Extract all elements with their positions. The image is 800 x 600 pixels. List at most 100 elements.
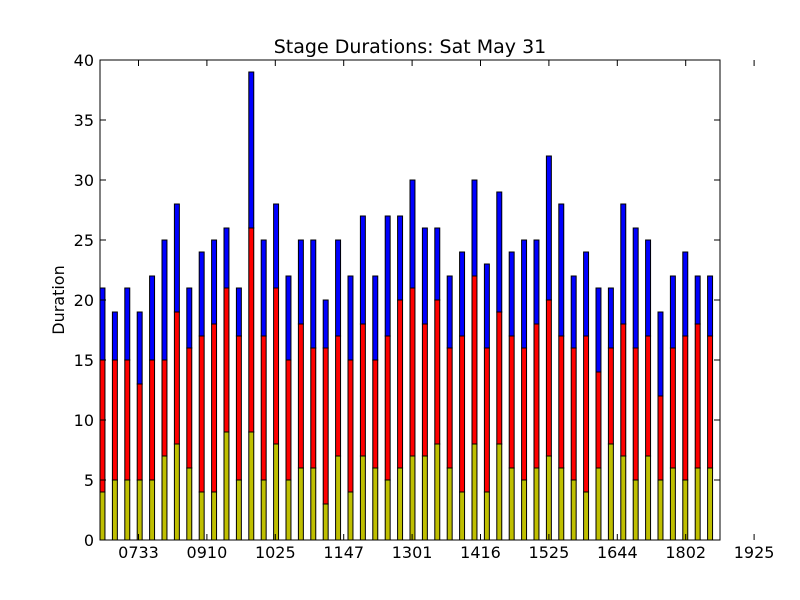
x-tick-label: 1416 [460,543,501,562]
y-tick-label: 15 [74,351,94,370]
bar-segment-23-stage-3 [372,275,379,361]
bar-segment-35-stage-1 [521,479,528,541]
bar-segment-30-stage-1 [459,491,466,541]
bar-segment-38-stage-3 [558,203,565,337]
bar-segment-17-stage-3 [297,239,304,325]
bar-segment-29-stage-3 [446,275,453,349]
bar-segment-16-stage-1 [285,479,292,541]
bar-segment-42-stage-3 [607,287,614,349]
bar-segment-39-stage-2 [570,347,577,481]
bar-segment-26-stage-3 [409,179,416,289]
bar-segment-8-stage-3 [186,287,193,349]
bar-segment-3-stage-3 [124,287,131,361]
bar-segment-15-stage-2 [273,287,280,445]
bar-segment-17-stage-2 [297,323,304,469]
bar-segment-46-stage-3 [657,311,664,397]
y-axis-label: Duration [49,265,68,335]
bar-segment-24-stage-1 [384,479,391,541]
bar-segment-33-stage-2 [496,311,503,445]
bar-segment-24-stage-3 [384,215,391,337]
bar-segment-4-stage-2 [136,383,143,481]
bar-segment-3-stage-2 [124,359,131,481]
bar-segment-45-stage-2 [645,335,652,457]
bar-segment-28-stage-3 [434,227,441,301]
bar-segment-11-stage-3 [223,227,230,289]
bar-segment-17-stage-1 [297,467,304,541]
bar-segment-32-stage-1 [483,491,490,541]
x-tick-label: 1925 [734,543,775,562]
bar-segment-49-stage-1 [694,467,701,541]
bar-segment-48-stage-3 [682,251,689,337]
y-tick-label: 25 [74,231,94,250]
bar-segment-8-stage-2 [186,347,193,469]
bar-segment-18-stage-3 [310,239,317,349]
bar-segment-41-stage-2 [595,371,602,469]
bar-segment-1-stage-2 [99,359,106,493]
bar-segment-21-stage-1 [347,491,354,541]
bar-segment-39-stage-1 [570,479,577,541]
bars-group [99,71,714,541]
y-tick-label: 5 [84,471,94,490]
bar-segment-10-stage-3 [211,239,218,325]
bar-segment-49-stage-3 [694,275,701,325]
bar-segment-18-stage-1 [310,467,317,541]
bar-segment-1-stage-1 [99,491,106,541]
bar-segment-9-stage-3 [198,251,205,337]
y-tick-label: 30 [74,171,94,190]
x-tick-label: 1802 [665,543,706,562]
bar-segment-10-stage-1 [211,491,218,541]
bar-segment-16-stage-2 [285,359,292,481]
bar-segment-20-stage-3 [335,239,342,337]
axes-group: 0 5 10 15 20 25 30 35 40 0733 0910 1025 1147 1301 1416… [74,51,775,562]
bar-segment-19-stage-3 [322,299,329,349]
bar-segment-49-stage-2 [694,323,701,469]
bar-segment-27-stage-1 [421,455,428,541]
bar-segment-41-stage-1 [595,467,602,541]
bar-segment-39-stage-3 [570,275,577,349]
bar-segment-4-stage-3 [136,311,143,385]
bar-segment-34-stage-3 [508,251,515,337]
bar-segment-50-stage-2 [707,335,714,469]
bar-segment-4-stage-1 [136,479,143,541]
bar-segment-16-stage-3 [285,275,292,361]
bar-segment-43-stage-1 [620,455,627,541]
bar-segment-46-stage-2 [657,395,664,481]
bar-segment-14-stage-2 [260,335,267,481]
bar-segment-13-stage-2 [248,227,255,433]
bar-segment-33-stage-1 [496,443,503,541]
bar-segment-30-stage-2 [459,335,466,493]
x-tick-label: 1147 [323,543,364,562]
bar-segment-48-stage-1 [682,479,689,541]
x-tick-label: 1301 [392,543,433,562]
bar-segment-23-stage-2 [372,359,379,469]
bar-segment-7-stage-3 [173,203,180,313]
y-tick-label: 0 [84,531,94,550]
bar-segment-28-stage-1 [434,443,441,541]
bar-segment-24-stage-2 [384,335,391,481]
bar-segment-20-stage-1 [335,455,342,541]
bar-segment-3-stage-1 [124,479,131,541]
x-tick-label: 1025 [255,543,296,562]
bar-segment-25-stage-2 [397,299,404,469]
x-tick-label: 1644 [597,543,638,562]
y-tick-label: 35 [74,111,94,130]
bar-segment-29-stage-1 [446,467,453,541]
bar-segment-6-stage-2 [161,359,168,457]
bar-segment-15-stage-3 [273,203,280,289]
bar-segment-42-stage-2 [607,347,614,445]
bar-segment-43-stage-3 [620,203,627,325]
bar-segment-45-stage-1 [645,455,652,541]
bar-segment-47-stage-1 [669,467,676,541]
bar-segment-2-stage-1 [111,479,118,541]
bar-segment-13-stage-1 [248,431,255,541]
bar-segment-11-stage-1 [223,431,230,541]
bar-segment-26-stage-1 [409,455,416,541]
y-tick-label: 40 [74,51,94,70]
bar-segment-41-stage-3 [595,287,602,373]
bar-segment-31-stage-3 [471,179,478,277]
bar-segment-6-stage-3 [161,239,168,361]
bar-segment-32-stage-2 [483,347,490,493]
bar-segment-33-stage-3 [496,191,503,313]
bar-segment-37-stage-1 [545,455,552,541]
bar-segment-5-stage-1 [149,479,156,541]
